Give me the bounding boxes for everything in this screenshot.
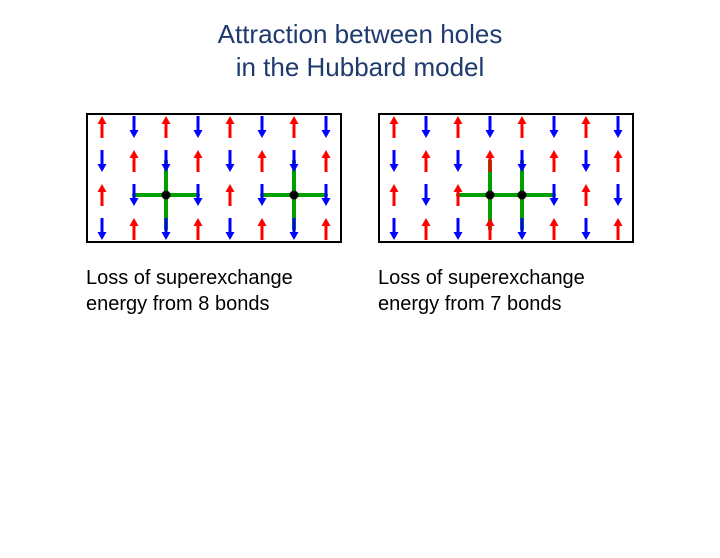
- spin-up-icon: [422, 150, 431, 172]
- panels-row: Loss of superexchange energy from 8 bond…: [0, 113, 720, 317]
- spin-up-icon: [194, 218, 203, 240]
- page-title: Attraction between holes in the Hubbard …: [0, 18, 720, 83]
- spin-down-icon: [130, 116, 139, 138]
- right-panel: Loss of superexchange energy from 7 bond…: [378, 113, 634, 317]
- spin-down-icon: [98, 150, 107, 172]
- spin-up-icon: [486, 218, 495, 240]
- spin-up-icon: [550, 218, 559, 240]
- spin-up-icon: [614, 150, 623, 172]
- spin-up-icon: [454, 116, 463, 138]
- spin-up-icon: [290, 116, 299, 138]
- left-caption: Loss of superexchange energy from 8 bond…: [86, 265, 293, 317]
- spin-down-icon: [550, 116, 559, 138]
- spin-down-icon: [582, 150, 591, 172]
- spin-down-icon: [226, 218, 235, 240]
- title-line-2: in the Hubbard model: [236, 52, 485, 82]
- spin-up-icon: [322, 150, 331, 172]
- hole-icon: [518, 191, 527, 200]
- spin-down-icon: [518, 218, 527, 240]
- hole-icon: [162, 191, 171, 200]
- spin-down-icon: [422, 116, 431, 138]
- spin-down-icon: [162, 218, 171, 240]
- spin-down-icon: [290, 218, 299, 240]
- spin-up-icon: [322, 218, 331, 240]
- spin-down-icon: [390, 150, 399, 172]
- spin-down-icon: [454, 218, 463, 240]
- spin-up-icon: [162, 116, 171, 138]
- spin-down-icon: [390, 218, 399, 240]
- right-caption-line-1: Loss of superexchange: [378, 267, 585, 289]
- spin-up-icon: [130, 150, 139, 172]
- spin-up-icon: [130, 218, 139, 240]
- spin-down-icon: [162, 150, 171, 172]
- spin-down-icon: [614, 184, 623, 206]
- spin-up-icon: [518, 116, 527, 138]
- spin-down-icon: [322, 116, 331, 138]
- spin-down-icon: [422, 184, 431, 206]
- spin-up-icon: [550, 150, 559, 172]
- spin-down-icon: [258, 116, 267, 138]
- right-caption-line-2: energy from 7 bonds: [378, 293, 561, 315]
- spin-up-icon: [582, 116, 591, 138]
- spin-down-icon: [518, 150, 527, 172]
- spin-down-icon: [226, 150, 235, 172]
- spin-down-icon: [454, 150, 463, 172]
- spin-down-icon: [614, 116, 623, 138]
- spin-up-icon: [258, 150, 267, 172]
- title-line-1: Attraction between holes: [218, 19, 503, 49]
- spin-up-icon: [194, 150, 203, 172]
- spin-up-icon: [98, 116, 107, 138]
- spin-up-icon: [226, 116, 235, 138]
- hole-icon: [486, 191, 495, 200]
- spin-up-icon: [390, 184, 399, 206]
- hole-icon: [290, 191, 299, 200]
- left-panel: Loss of superexchange energy from 8 bond…: [86, 113, 342, 317]
- right-lattice: [378, 113, 634, 243]
- spin-up-icon: [226, 184, 235, 206]
- spin-down-icon: [582, 218, 591, 240]
- left-lattice: [86, 113, 342, 243]
- left-caption-line-2: energy from 8 bonds: [86, 293, 269, 315]
- right-lattice-svg: [380, 115, 632, 241]
- spin-up-icon: [422, 218, 431, 240]
- spin-up-icon: [98, 184, 107, 206]
- spin-up-icon: [582, 184, 591, 206]
- left-caption-line-1: Loss of superexchange: [86, 267, 293, 289]
- spin-down-icon: [290, 150, 299, 172]
- right-caption: Loss of superexchange energy from 7 bond…: [378, 265, 585, 317]
- left-lattice-svg: [88, 115, 340, 241]
- spin-up-icon: [486, 150, 495, 172]
- spin-up-icon: [390, 116, 399, 138]
- spin-down-icon: [194, 116, 203, 138]
- spin-down-icon: [486, 116, 495, 138]
- spin-up-icon: [258, 218, 267, 240]
- spin-up-icon: [614, 218, 623, 240]
- spin-down-icon: [98, 218, 107, 240]
